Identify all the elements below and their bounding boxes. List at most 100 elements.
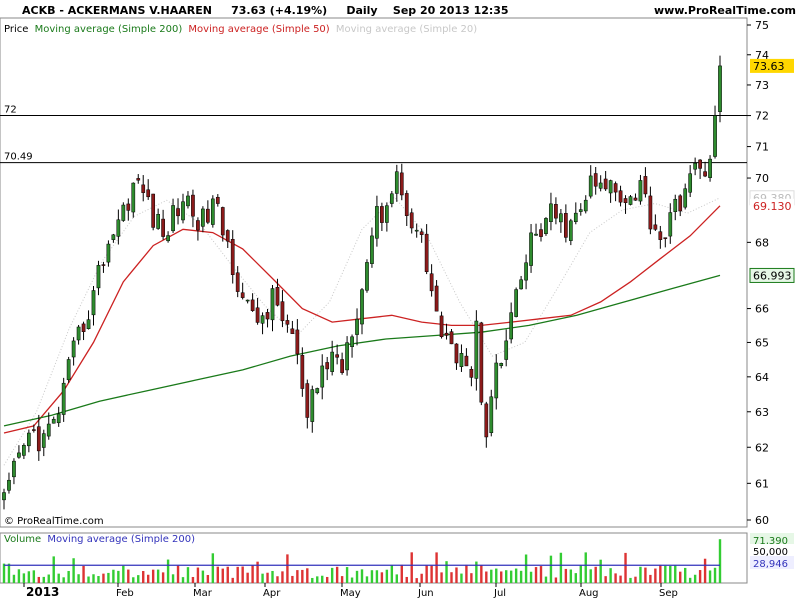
candle-body	[360, 289, 364, 325]
volume-bar	[291, 575, 294, 583]
volume-bar	[609, 568, 612, 583]
candle-body	[171, 205, 175, 232]
volume-bar	[161, 572, 165, 583]
candle-body	[593, 173, 598, 187]
volume-bar	[619, 575, 622, 583]
candle-body	[703, 171, 707, 177]
legend-volume-ma200: Moving average (Simple 200)	[47, 534, 196, 545]
volume-bar	[325, 576, 329, 583]
y-tick-label: 70	[755, 172, 769, 185]
volume-max-badge-bg	[750, 533, 794, 546]
candle-body	[31, 429, 36, 431]
candle-body	[499, 363, 504, 366]
x-tick-label: Aug	[579, 588, 599, 599]
candle-body	[41, 433, 46, 448]
volume-bar	[7, 563, 11, 583]
y-tick-label: 74	[755, 49, 769, 62]
candle-body	[76, 326, 81, 341]
candle-body	[534, 233, 538, 236]
volume-bar	[281, 571, 284, 583]
volume-bar	[579, 565, 582, 583]
x-tick-label: Feb	[116, 588, 134, 599]
price-panel	[0, 17, 748, 528]
volume-bar	[534, 567, 538, 583]
volume-bar	[107, 572, 110, 583]
candle-body	[509, 312, 514, 340]
volume-bar	[713, 567, 717, 583]
level-label: 72	[4, 105, 17, 116]
candle-body	[663, 237, 668, 239]
candle-body	[310, 389, 315, 422]
volume-bar	[246, 572, 249, 583]
candle-body	[633, 197, 638, 201]
volume-bar	[321, 575, 324, 583]
volume-bar	[17, 569, 21, 583]
volume-bar	[495, 568, 498, 583]
candle-body	[320, 365, 325, 388]
candle-body	[713, 115, 717, 157]
candle-body	[166, 235, 170, 242]
candle-body	[628, 196, 633, 205]
candle-body	[683, 188, 688, 208]
y-tick-label: 61	[755, 477, 769, 490]
volume-bar	[311, 577, 314, 583]
candle-body	[345, 342, 349, 371]
x-tick-label: Mar	[193, 588, 213, 599]
volume-bar	[316, 576, 319, 583]
volume-bar	[201, 570, 205, 583]
volume-bar	[629, 577, 632, 583]
candle-body	[181, 201, 185, 221]
volume-bar	[296, 570, 299, 583]
candle-body	[17, 452, 21, 458]
volume-bar	[2, 563, 6, 583]
volume-bar	[425, 565, 428, 583]
candle-body	[578, 209, 583, 212]
volume-bar	[544, 576, 548, 583]
volume-bar	[475, 561, 478, 583]
volume-bar	[519, 570, 523, 583]
candle-body	[136, 178, 141, 181]
candle-body	[91, 290, 96, 316]
candle-body	[27, 432, 31, 447]
candle-body	[51, 418, 56, 424]
candle-body	[658, 231, 663, 240]
volume-bar	[340, 576, 344, 583]
volume-bar	[664, 565, 667, 583]
candle-body	[141, 184, 146, 193]
candle-body	[81, 323, 86, 332]
candle-body	[325, 362, 330, 370]
candle-body	[688, 173, 693, 193]
candle-body	[459, 353, 464, 367]
volume-bar	[539, 566, 543, 583]
volume-ma-badge: 28,946	[753, 559, 788, 570]
candle-body	[161, 218, 165, 237]
volume-bar	[27, 571, 31, 583]
candle-body	[698, 159, 702, 169]
candle-body	[444, 332, 449, 336]
volume-bar	[226, 566, 229, 583]
volume-bar	[221, 568, 224, 583]
candle-body	[350, 336, 354, 348]
volume-bar	[32, 570, 36, 583]
candle-body	[206, 208, 210, 223]
candle-body	[235, 272, 240, 292]
candle-body	[290, 328, 295, 334]
volume-bar	[415, 578, 418, 583]
candle-body	[191, 194, 195, 217]
watermark: © ProRealTime.com	[4, 516, 104, 527]
volume-bar	[146, 574, 150, 583]
volume-bar	[455, 567, 458, 583]
volume-bar	[624, 552, 627, 583]
candle-body	[424, 233, 429, 272]
timeframe: Daily	[346, 4, 378, 17]
volume-bar	[500, 571, 503, 583]
volume-bar	[236, 566, 239, 583]
candle-body	[549, 203, 553, 222]
volume-bar	[365, 576, 369, 583]
candle-body	[668, 212, 673, 237]
candle-body	[220, 207, 225, 236]
volume-bar	[708, 570, 712, 583]
volume-bar	[82, 565, 85, 583]
candle-body	[176, 208, 180, 217]
volume-bar	[659, 564, 662, 583]
